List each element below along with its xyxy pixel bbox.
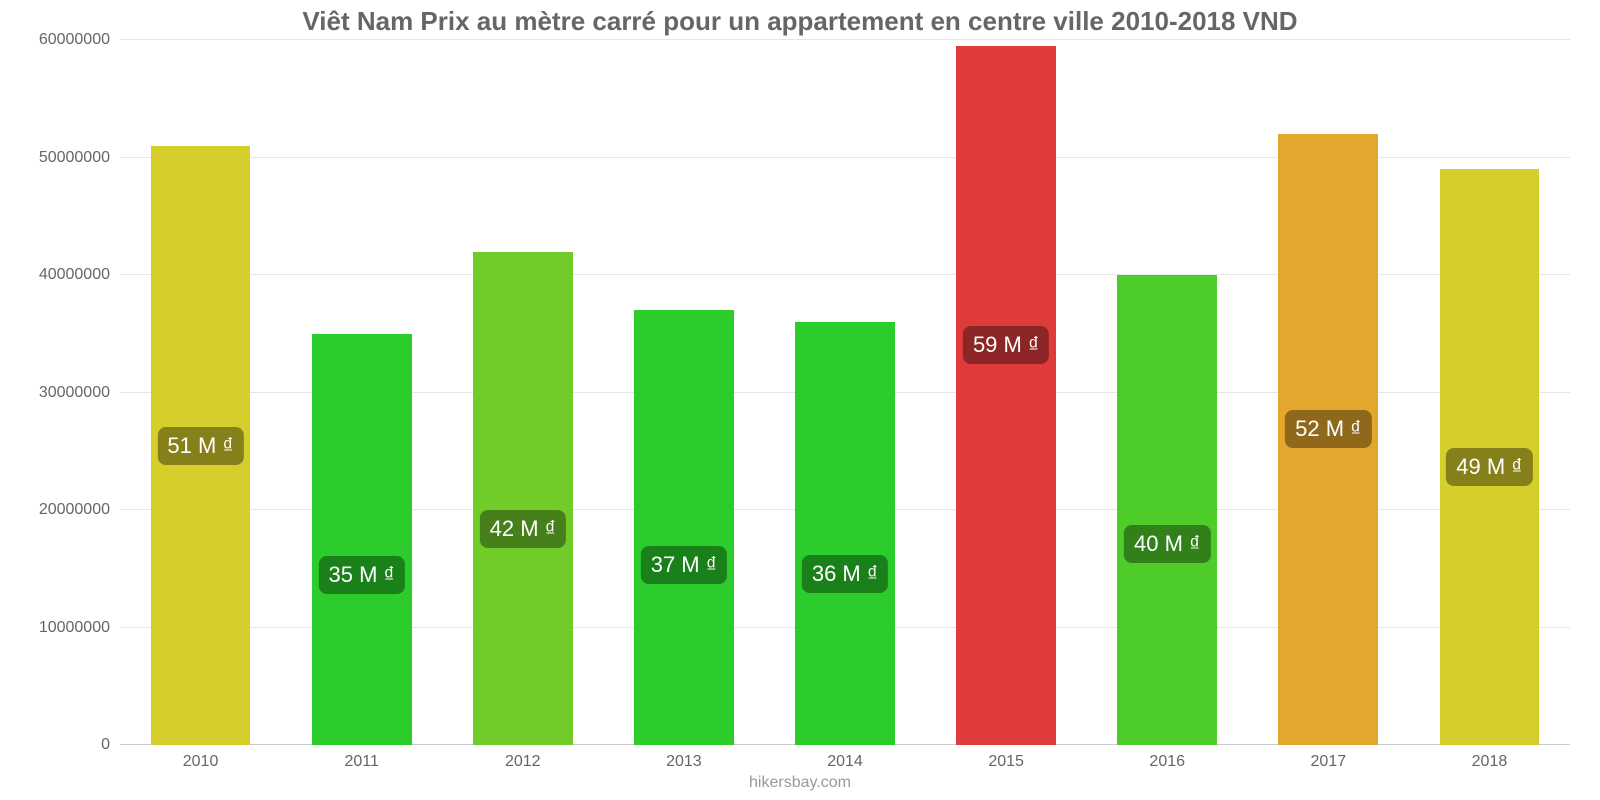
y-tick-label: 50000000 bbox=[39, 149, 110, 167]
bar: 40 M ₫ bbox=[1117, 275, 1217, 745]
bar: 35 M ₫ bbox=[312, 334, 412, 745]
x-tick-label: 2010 bbox=[183, 753, 219, 771]
y-tick-label: 40000000 bbox=[39, 266, 110, 284]
bar-value-label: 49 M ₫ bbox=[1446, 448, 1532, 486]
bar-value-label: 40 M ₫ bbox=[1124, 525, 1210, 563]
bar: 59 M ₫ bbox=[956, 46, 1056, 745]
y-tick-label: 20000000 bbox=[39, 501, 110, 519]
bar-value-label: 37 M ₫ bbox=[641, 546, 727, 584]
chart-footer: hikersbay.com bbox=[0, 774, 1600, 792]
bar: 49 M ₫ bbox=[1440, 169, 1540, 745]
y-tick-label: 0 bbox=[101, 736, 110, 754]
plot-area: 0100000002000000030000000400000005000000… bbox=[120, 40, 1570, 745]
bar-value-label: 51 M ₫ bbox=[157, 427, 243, 465]
y-tick-label: 10000000 bbox=[39, 619, 110, 637]
bar-value-label: 42 M ₫ bbox=[480, 510, 566, 548]
y-tick-label: 30000000 bbox=[39, 384, 110, 402]
grid-line bbox=[120, 39, 1570, 40]
x-tick-label: 2016 bbox=[1149, 753, 1185, 771]
x-tick-label: 2011 bbox=[344, 753, 378, 771]
bar: 36 M ₫ bbox=[795, 322, 895, 745]
bar: 52 M ₫ bbox=[1278, 134, 1378, 745]
bar-value-label: 52 M ₫ bbox=[1285, 410, 1371, 448]
bar: 37 M ₫ bbox=[634, 310, 734, 745]
x-tick-label: 2017 bbox=[1311, 753, 1347, 771]
x-tick-label: 2015 bbox=[988, 753, 1024, 771]
x-tick-label: 2013 bbox=[666, 753, 702, 771]
bar-value-label: 35 M ₫ bbox=[319, 556, 405, 594]
x-tick-label: 2018 bbox=[1472, 753, 1508, 771]
y-tick-label: 60000000 bbox=[39, 31, 110, 49]
bar-value-label: 59 M ₫ bbox=[963, 326, 1049, 364]
chart-title: Viêt Nam Prix au mètre carré pour un app… bbox=[0, 6, 1600, 37]
bar-value-label: 36 M ₫ bbox=[802, 555, 888, 593]
x-tick-label: 2012 bbox=[505, 753, 541, 771]
chart-container: Viêt Nam Prix au mètre carré pour un app… bbox=[0, 0, 1600, 800]
bar: 51 M ₫ bbox=[151, 146, 251, 745]
bar: 42 M ₫ bbox=[473, 252, 573, 746]
x-tick-label: 2014 bbox=[827, 753, 863, 771]
